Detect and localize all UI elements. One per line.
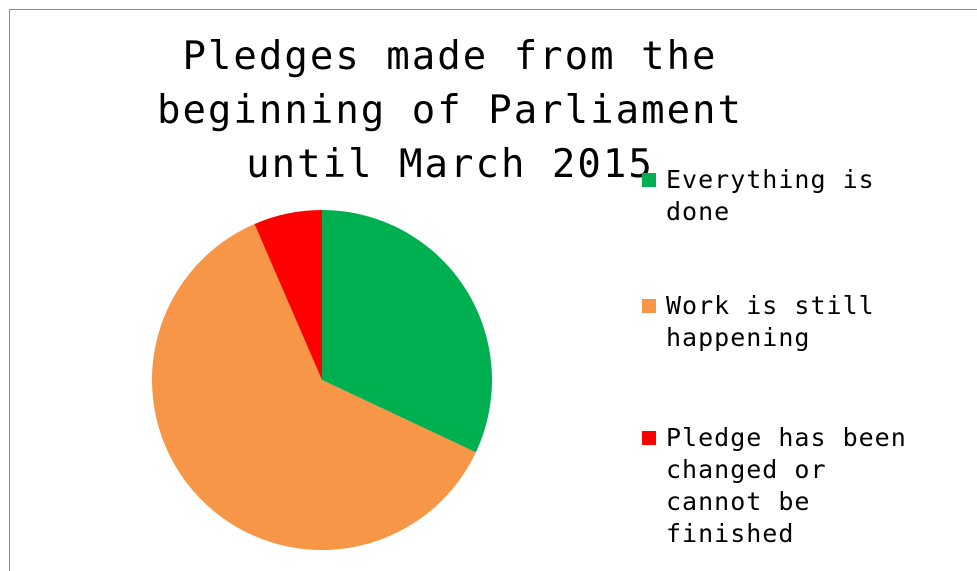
legend-swatch <box>642 431 656 445</box>
legend-label: Pledge has been changed or cannot be fin… <box>666 423 907 548</box>
pie-slice-1 <box>152 223 476 550</box>
pie-slice-2 <box>254 210 322 380</box>
chart-title: Pledges made from the beginning of Parli… <box>156 34 744 187</box>
legend-swatch <box>642 299 656 313</box>
legend-item-work-happening: Work is still happening <box>642 290 926 354</box>
pie-slice-0 <box>322 210 492 453</box>
legend-swatch <box>642 173 656 187</box>
legend-label: Everything is done <box>666 165 875 226</box>
chart-frame <box>9 9 977 571</box>
legend-item-everything-done: Everything is done <box>642 164 926 228</box>
legend-item-pledge-changed: Pledge has been changed or cannot be fin… <box>642 422 926 550</box>
legend-label: Work is still happening <box>666 291 875 352</box>
